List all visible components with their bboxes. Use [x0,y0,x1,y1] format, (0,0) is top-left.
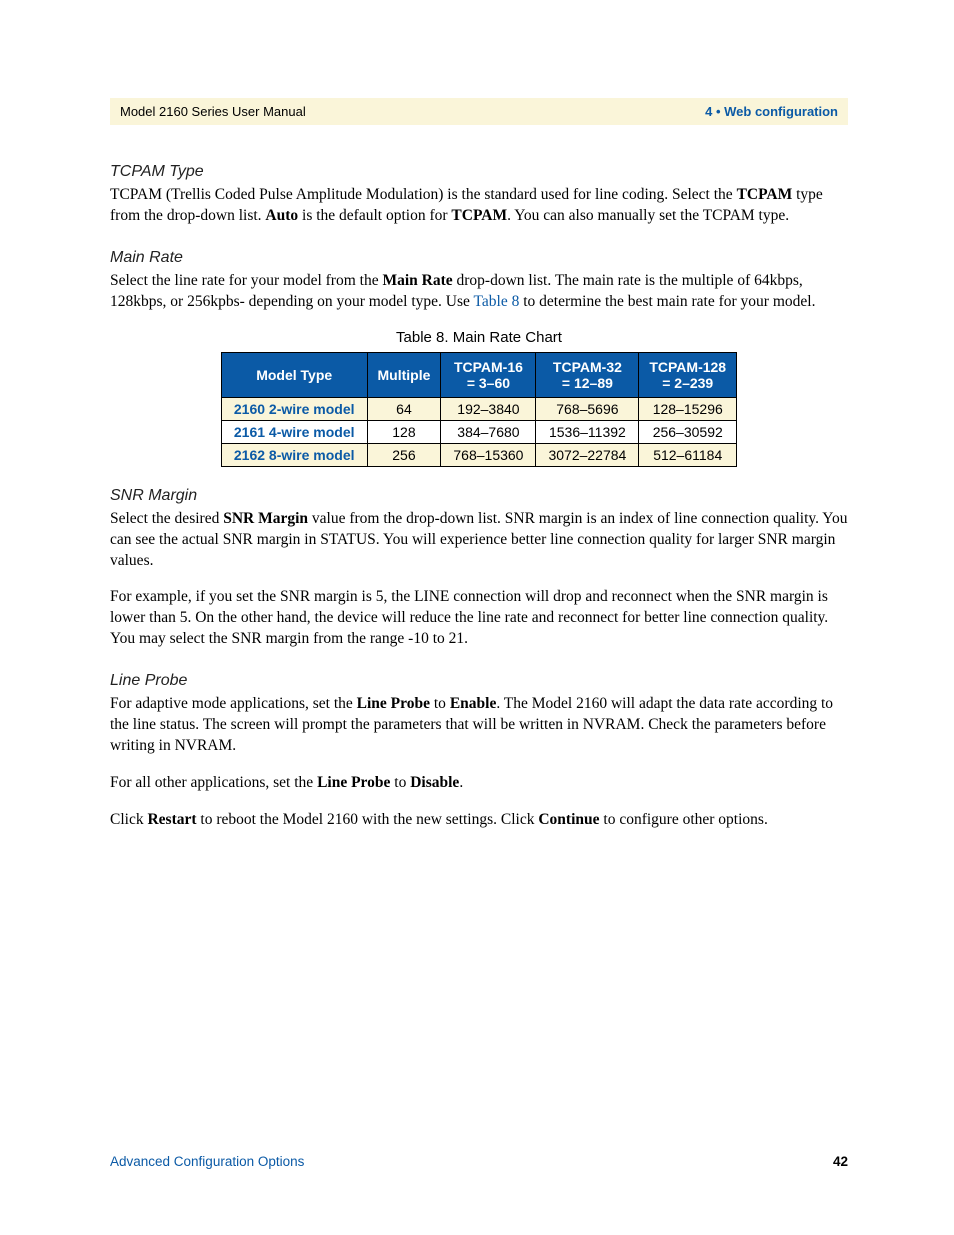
link-table-8[interactable]: Table 8 [474,293,520,310]
para-line-probe-1: For adaptive mode applications, set the … [110,694,848,757]
text-fragment: to [390,774,410,791]
table-caption: Table 8. Main Rate Chart [110,329,848,346]
text-fragment: For adaptive mode applications, set the [110,695,357,712]
text-fragment: to [430,695,450,712]
para-snr-2: For example, if you set the SNR margin i… [110,587,848,650]
bold-enable: Enable [450,695,497,712]
header-chapter-title: 4 • Web configuration [705,104,838,119]
text-fragment: Click [110,811,147,828]
table-rowhead-cell: 2161 4-wire model [221,420,367,443]
heading-tcpam-type: TCPAM Type [110,163,848,181]
text-fragment: to determine the best main rate for your… [519,293,815,310]
heading-snr-margin: SNR Margin [110,487,848,505]
page-footer: Advanced Configuration Options 42 [110,1154,848,1169]
footer-section-name: Advanced Configuration Options [110,1154,304,1169]
bold-snr-margin: SNR Margin [223,510,308,527]
text-fragment: is the default option for [298,207,451,224]
page-header-bar: Model 2160 Series User Manual 4 • Web co… [110,98,848,125]
table-header-cell: Model Type [221,352,367,397]
text-fragment: . [459,774,463,791]
bold-line-probe: Line Probe [357,695,430,712]
table-rowhead-cell: 2160 2-wire model [221,397,367,420]
para-line-probe-3: Click Restart to reboot the Model 2160 w… [110,810,848,831]
table-header-cell: TCPAM-32= 12–89 [536,352,639,397]
table-cell: 128 [367,420,441,443]
table-cell: 192–3840 [441,397,536,420]
text-fragment: to configure other options. [600,811,768,828]
heading-main-rate: Main Rate [110,249,848,267]
table-cell: 384–7680 [441,420,536,443]
table-header-cell: TCPAM-16= 3–60 [441,352,536,397]
table-row: 2160 2-wire model64192–3840768–5696128–1… [221,397,736,420]
bold-restart: Restart [147,811,196,828]
bold-auto: Auto [265,207,298,224]
text-fragment: Select the line rate for your model from… [110,272,382,289]
bold-tcpam: TCPAM [737,186,793,203]
table-header-cell: TCPAM-128= 2–239 [639,352,737,397]
para-tcpam-type: TCPAM (Trellis Coded Pulse Amplitude Mod… [110,185,848,227]
text-fragment: TCPAM (Trellis Coded Pulse Amplitude Mod… [110,186,737,203]
main-rate-table: Model TypeMultipleTCPAM-16= 3–60TCPAM-32… [221,352,737,467]
text-fragment: Select the desired [110,510,223,527]
bold-main-rate: Main Rate [382,272,452,289]
text-fragment: . You can also manually set the TCPAM ty… [507,207,789,224]
table-cell: 3072–22784 [536,443,639,466]
bold-disable: Disable [410,774,459,791]
para-main-rate: Select the line rate for your model from… [110,271,848,313]
header-manual-title: Model 2160 Series User Manual [120,104,306,119]
table-cell: 1536–11392 [536,420,639,443]
bold-continue: Continue [538,811,599,828]
table-cell: 256–30592 [639,420,737,443]
bold-tcpam-2: TCPAM [451,207,507,224]
table-cell: 128–15296 [639,397,737,420]
heading-line-probe: Line Probe [110,672,848,690]
table-header-cell: Multiple [367,352,441,397]
bold-line-probe-2: Line Probe [317,774,390,791]
page-content: Model 2160 Series User Manual 4 • Web co… [0,0,954,907]
table-rowhead-cell: 2162 8-wire model [221,443,367,466]
table-row: 2162 8-wire model256768–153603072–227845… [221,443,736,466]
table-cell: 256 [367,443,441,466]
table-cell: 64 [367,397,441,420]
table-cell: 768–5696 [536,397,639,420]
para-snr-1: Select the desired SNR Margin value from… [110,509,848,572]
table-cell: 512–61184 [639,443,737,466]
text-fragment: to reboot the Model 2160 with the new se… [197,811,539,828]
footer-page-number: 42 [833,1154,848,1169]
table-row: 2161 4-wire model128384–76801536–1139225… [221,420,736,443]
para-line-probe-2: For all other applications, set the Line… [110,773,848,794]
text-fragment: For all other applications, set the [110,774,317,791]
table-cell: 768–15360 [441,443,536,466]
